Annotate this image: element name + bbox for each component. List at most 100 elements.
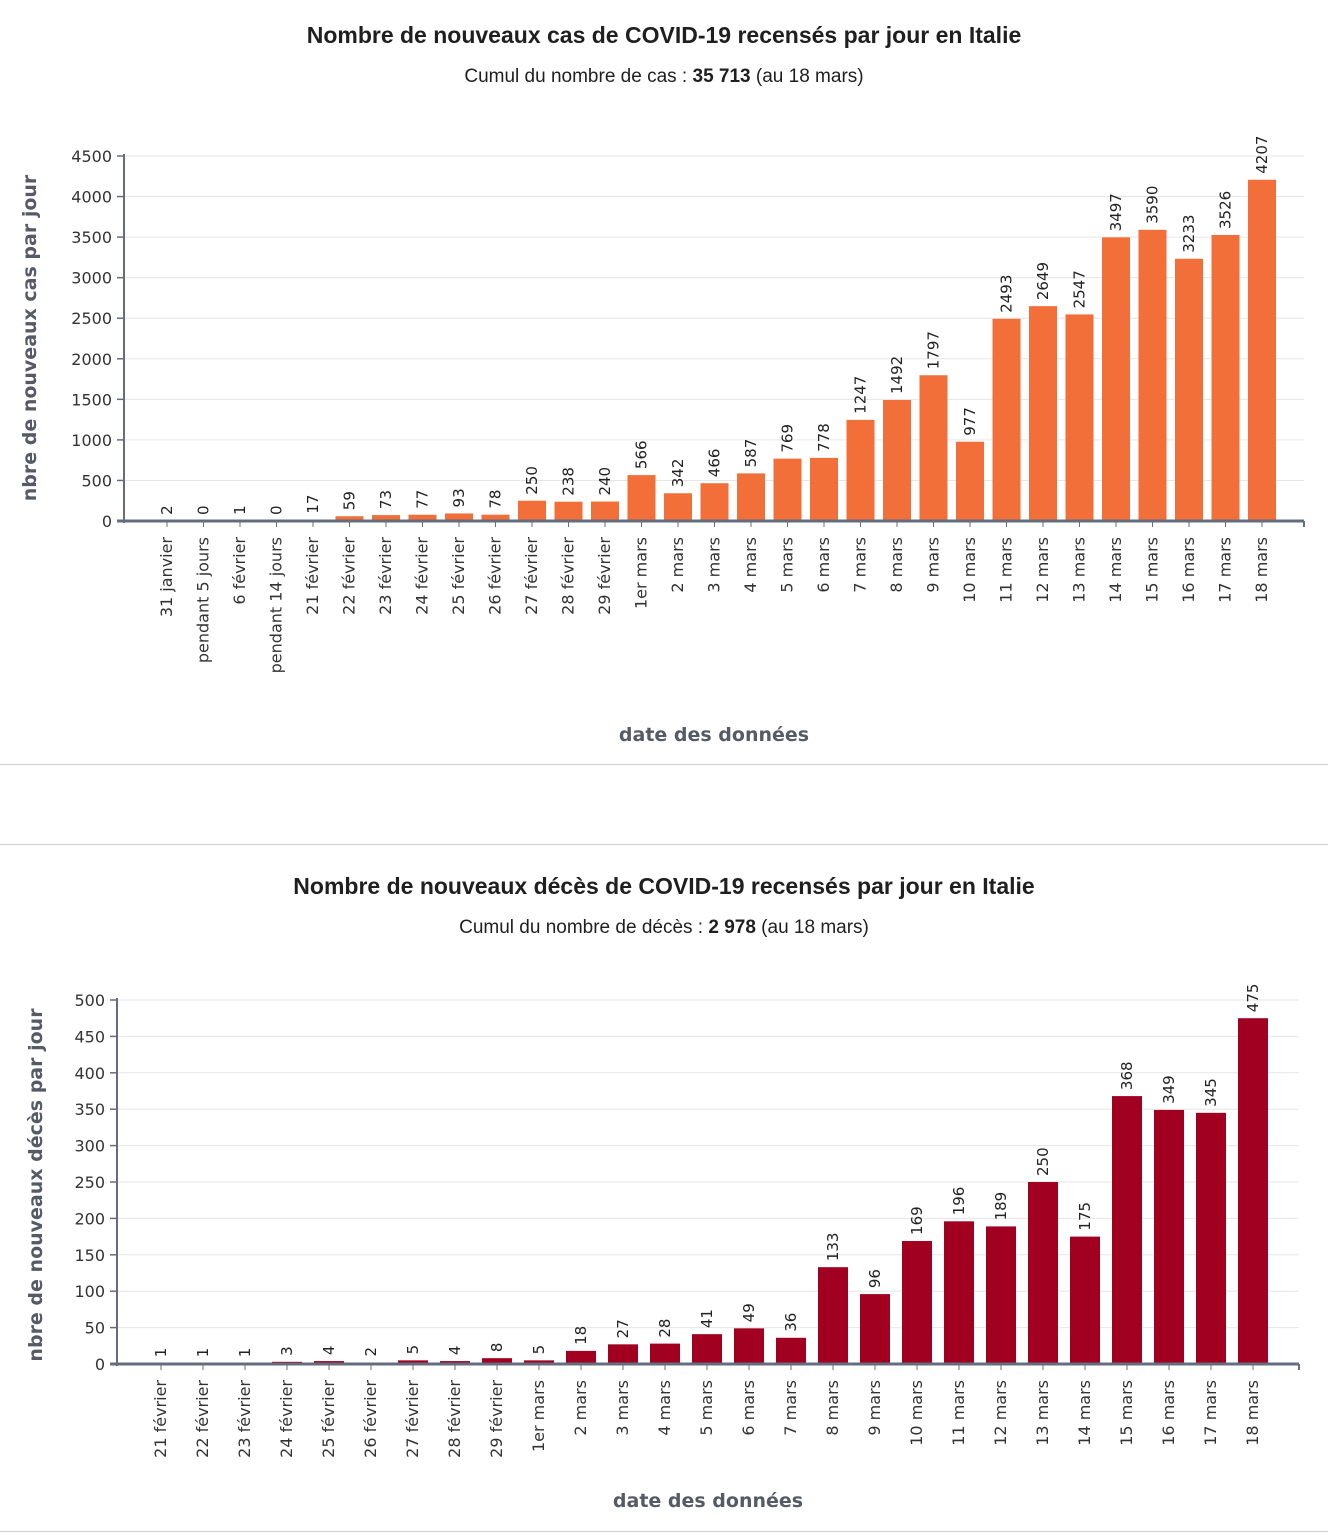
bar	[776, 1337, 806, 1364]
subtitle-suffix: (au 18 mars)	[750, 66, 864, 87]
x-axis-title: date des données	[619, 724, 809, 746]
data-label: 93	[450, 488, 468, 507]
y-tick-label: 3500	[71, 228, 112, 247]
bar	[1065, 314, 1094, 521]
x-tick-label: 29 février	[487, 1380, 506, 1458]
x-tick-label: 5 mars	[697, 1380, 716, 1436]
data-label: 3526	[1217, 191, 1235, 229]
data-label: 175	[1076, 1202, 1094, 1231]
bar	[372, 515, 400, 521]
data-label: 368	[1118, 1061, 1136, 1090]
x-tick-label: 23 février	[376, 537, 395, 615]
cases-chart-panel: Nombre de nouveaux cas de COVID-19 recen…	[0, 0, 1328, 765]
x-tick-label: 15 mars	[1117, 1380, 1136, 1446]
data-label: 2493	[998, 275, 1016, 313]
data-label: 4	[320, 1346, 338, 1356]
x-tick-label: 28 février	[445, 1380, 464, 1458]
data-label: 59	[341, 491, 359, 510]
x-tick-label: 26 février	[361, 1380, 380, 1458]
bar	[566, 1350, 596, 1364]
bar	[919, 375, 948, 521]
x-tick-label: 7 mars	[781, 1380, 800, 1436]
x-tick-label: 23 février	[235, 1380, 254, 1458]
x-tick-label: 9 mars	[865, 1380, 884, 1436]
bar	[554, 501, 583, 521]
chart-subtitle: Cumul du nombre de cas : 35 713 (au 18 m…	[0, 66, 1328, 88]
data-label: 3590	[1144, 186, 1162, 224]
y-tick-label: 3000	[71, 269, 112, 288]
y-tick-label: 4500	[71, 147, 112, 166]
x-tick-label: 3 mars	[705, 537, 724, 593]
deaths-chart-panel: Nombre de nouveaux décès de COVID-19 rec…	[0, 844, 1328, 1532]
bar	[408, 514, 437, 521]
data-label: 2547	[1071, 270, 1089, 308]
bar	[902, 1240, 932, 1364]
data-label: 1	[231, 505, 249, 515]
data-label: 349	[1160, 1075, 1178, 1104]
x-tick-label: 13 mars	[1070, 537, 1089, 603]
bar	[700, 483, 729, 521]
data-label: 78	[487, 490, 505, 509]
y-axis-title: nbre de nouveaux cas par jour	[19, 174, 41, 501]
data-label: 3	[278, 1346, 296, 1356]
x-tick-label: 5 mars	[778, 537, 797, 593]
bar	[1211, 235, 1240, 521]
bar	[860, 1294, 890, 1364]
bar	[1248, 179, 1276, 521]
bar	[608, 1344, 638, 1364]
subtitle-suffix: (au 18 mars)	[755, 917, 869, 938]
x-tick-label: 13 mars	[1033, 1380, 1052, 1446]
data-label: 17	[304, 495, 322, 514]
y-tick-label: 300	[74, 1137, 105, 1156]
bar	[883, 399, 911, 521]
bar	[992, 318, 1021, 521]
x-tick-label: 31 janvier	[157, 537, 176, 618]
data-label: 41	[698, 1309, 716, 1328]
x-tick-label: pendant 14 jours	[267, 537, 286, 673]
data-label: 169	[908, 1206, 926, 1235]
y-tick-label: 450	[74, 1027, 105, 1046]
data-label: 345	[1202, 1078, 1220, 1107]
x-tick-label: 21 février	[151, 1380, 170, 1458]
y-tick-label: 50	[85, 1319, 105, 1338]
data-label: 475	[1244, 984, 1262, 1013]
cases-bar-chart: 050010001500200025003000350040004500231 …	[19, 136, 1305, 746]
y-tick-label: 350	[74, 1100, 105, 1119]
bar	[664, 493, 692, 521]
y-axis-title: nbre de nouveaux décès par jour	[25, 1008, 47, 1362]
bar	[445, 513, 473, 521]
y-tick-label: 0	[95, 1355, 105, 1374]
bar	[1070, 1236, 1100, 1364]
x-tick-label: 11 mars	[949, 1380, 968, 1446]
bar	[524, 1360, 554, 1364]
x-tick-label: 2 mars	[668, 537, 687, 593]
data-label: 1	[236, 1348, 254, 1358]
data-label: 18	[572, 1326, 590, 1345]
y-tick-label: 4000	[71, 188, 112, 207]
chart-title: Nombre de nouveaux cas de COVID-19 recen…	[306, 22, 1022, 48]
data-label: 133	[824, 1233, 842, 1262]
bar	[482, 1358, 512, 1364]
y-tick-label: 500	[74, 991, 105, 1010]
data-label: 4	[446, 1346, 464, 1356]
x-tick-label: 14 mars	[1106, 537, 1125, 603]
data-label: 977	[961, 407, 979, 436]
x-tick-label: 22 février	[193, 1380, 212, 1458]
data-label: 778	[815, 423, 833, 452]
bar	[773, 458, 802, 521]
x-tick-label: 24 février	[277, 1380, 296, 1458]
x-tick-label: 1er mars	[529, 1380, 548, 1452]
bar	[1102, 237, 1130, 522]
x-tick-label: pendant 5 jours	[194, 537, 213, 663]
bar	[1238, 1018, 1268, 1364]
x-tick-label: 8 mars	[887, 537, 906, 593]
data-label: 0	[268, 505, 286, 515]
x-tick-label: 7 mars	[851, 537, 870, 593]
x-tick-label: 24 février	[413, 537, 432, 615]
x-tick-label: 9 mars	[924, 537, 943, 593]
x-tick-label: 10 mars	[907, 1380, 926, 1446]
bar	[518, 500, 546, 521]
x-tick-label: 6 mars	[814, 537, 833, 593]
y-tick-label: 0	[102, 512, 112, 531]
data-label: 587	[742, 439, 760, 468]
